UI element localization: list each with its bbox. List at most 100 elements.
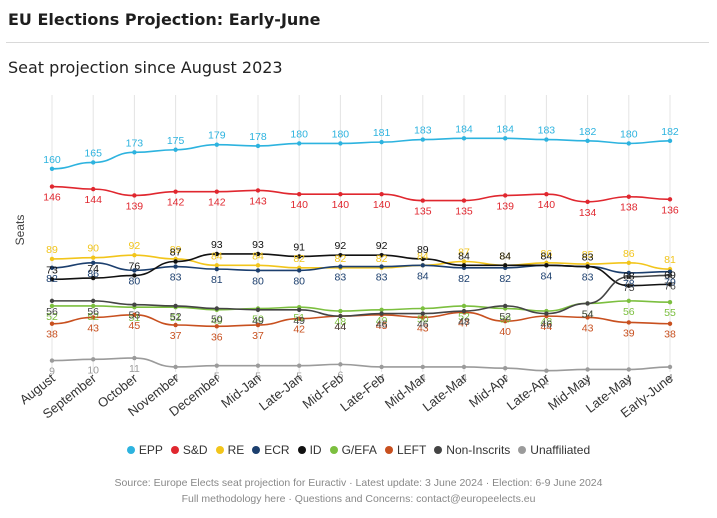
label-epp-11: 184 bbox=[496, 123, 514, 135]
label-g-efa-10: 52 bbox=[458, 311, 470, 323]
label-id-1: 74 bbox=[87, 263, 99, 275]
label-epp-12: 183 bbox=[538, 125, 556, 137]
label-left-1: 43 bbox=[87, 322, 99, 334]
label-ecr-10: 82 bbox=[458, 273, 470, 285]
point-id-11 bbox=[503, 263, 508, 268]
line-id bbox=[51, 253, 671, 287]
point-epp-0 bbox=[49, 166, 55, 171]
legend-item-left: LEFT bbox=[384, 443, 427, 457]
point-id-4 bbox=[214, 251, 219, 257]
point-epp-6 bbox=[297, 141, 302, 146]
point-non-inscrits-10 bbox=[461, 308, 467, 314]
point-epp-3 bbox=[173, 147, 178, 152]
label-id-5: 93 bbox=[252, 239, 264, 251]
label-ecr-7: 83 bbox=[335, 272, 347, 284]
legend-label: RE bbox=[227, 443, 245, 457]
legend-item-g-efa: G/EFA bbox=[329, 443, 377, 457]
label-g-efa-6: 51 bbox=[293, 312, 305, 324]
point-g-efa-1 bbox=[91, 303, 96, 309]
label-epp-2: 173 bbox=[126, 137, 144, 149]
label-ecr-14: 78 bbox=[623, 278, 635, 290]
point-s-d-7 bbox=[338, 192, 343, 197]
point-unaffiliated-0 bbox=[49, 358, 55, 363]
point-left-2 bbox=[132, 312, 137, 318]
label-g-efa-5: 50 bbox=[252, 314, 264, 326]
point-ecr-8 bbox=[379, 264, 384, 269]
legend-label: EPP bbox=[138, 443, 163, 457]
label-re-2: 92 bbox=[129, 240, 141, 252]
line-re bbox=[51, 254, 671, 270]
label-left-15: 38 bbox=[664, 329, 676, 341]
label-unaffiliated-5: 5 bbox=[255, 371, 261, 383]
label-left-13: 43 bbox=[582, 322, 594, 334]
label-unaffiliated-4: 5 bbox=[214, 371, 220, 383]
label-left-2: 45 bbox=[129, 320, 141, 332]
point-non-inscrits-15 bbox=[667, 273, 673, 278]
series-lines bbox=[51, 137, 671, 372]
line-epp bbox=[51, 137, 671, 170]
point-s-d-8 bbox=[379, 192, 384, 197]
label-left-7: 44 bbox=[335, 321, 347, 333]
point-re-5 bbox=[255, 263, 261, 268]
label-non-inscrits-8: 46 bbox=[376, 319, 388, 331]
label-left-0: 38 bbox=[46, 329, 58, 341]
label-g-efa-11: 50 bbox=[499, 314, 511, 326]
point-unaffiliated-14 bbox=[626, 367, 631, 372]
x-tick-late-apr: Late-Apr bbox=[504, 370, 553, 413]
point-id-9 bbox=[420, 256, 425, 262]
legend-marker-icon bbox=[215, 446, 224, 454]
label-re-9: 84 bbox=[417, 250, 429, 262]
point-epp-14 bbox=[626, 141, 631, 146]
point-epp-1 bbox=[91, 160, 96, 165]
label-s-d-11: 139 bbox=[496, 200, 514, 212]
point-ecr-2 bbox=[132, 268, 137, 273]
point-unaffiliated-9 bbox=[420, 364, 425, 370]
label-epp-6: 180 bbox=[290, 128, 308, 140]
label-non-inscrits-1: 56 bbox=[87, 306, 99, 318]
point-ecr-6 bbox=[297, 268, 302, 273]
point-non-inscrits-4 bbox=[214, 306, 219, 311]
point-id-13 bbox=[585, 264, 590, 269]
point-unaffiliated-6 bbox=[297, 363, 302, 368]
legend-label: LEFT bbox=[396, 443, 427, 457]
label-ecr-12: 84 bbox=[541, 270, 553, 282]
legend-item-re: RE bbox=[215, 443, 245, 457]
label-ecr-13: 83 bbox=[582, 272, 594, 284]
source-note: Source: Europe Elects seat projection fo… bbox=[114, 477, 603, 489]
point-id-15 bbox=[667, 282, 673, 287]
label-unaffiliated-15: 4 bbox=[667, 372, 673, 384]
label-ecr-4: 81 bbox=[211, 274, 223, 286]
legend-item-non-inscrits: Non-Inscrits bbox=[434, 443, 510, 457]
point-left-14 bbox=[626, 320, 631, 325]
point-non-inscrits-14 bbox=[626, 274, 631, 279]
point-epp-11 bbox=[503, 136, 508, 141]
point-epp-8 bbox=[379, 139, 384, 145]
label-epp-1: 165 bbox=[84, 147, 102, 159]
label-id-11: 84 bbox=[499, 250, 511, 262]
label-re-6: 82 bbox=[293, 253, 305, 265]
point-re-4 bbox=[214, 263, 219, 268]
point-epp-9 bbox=[420, 137, 425, 142]
line-g-efa bbox=[52, 300, 671, 312]
point-unaffiliated-11 bbox=[503, 365, 508, 371]
label-ecr-5: 80 bbox=[252, 275, 264, 287]
label-unaffiliated-0: 9 bbox=[49, 366, 55, 378]
label-unaffiliated-9: 4 bbox=[420, 372, 426, 384]
label-epp-10: 184 bbox=[455, 123, 473, 135]
point-ecr-1 bbox=[91, 260, 96, 265]
legend-item-id: ID bbox=[297, 443, 322, 457]
label-unaffiliated-13: 2 bbox=[585, 374, 591, 386]
point-id-2 bbox=[132, 273, 137, 278]
point-g-efa-10 bbox=[461, 303, 467, 309]
label-id-10: 84 bbox=[458, 250, 470, 262]
legend-marker-icon bbox=[297, 446, 306, 454]
label-s-d-2: 139 bbox=[126, 200, 144, 212]
point-g-efa-9 bbox=[420, 306, 425, 311]
point-epp-10 bbox=[461, 136, 467, 141]
label-epp-0: 160 bbox=[43, 154, 61, 166]
label-g-efa-7: 48 bbox=[335, 316, 347, 328]
label-ecr-3: 83 bbox=[170, 272, 182, 284]
point-epp-5 bbox=[255, 143, 261, 149]
point-epp-4 bbox=[214, 142, 219, 147]
label-s-d-12: 140 bbox=[538, 199, 556, 211]
